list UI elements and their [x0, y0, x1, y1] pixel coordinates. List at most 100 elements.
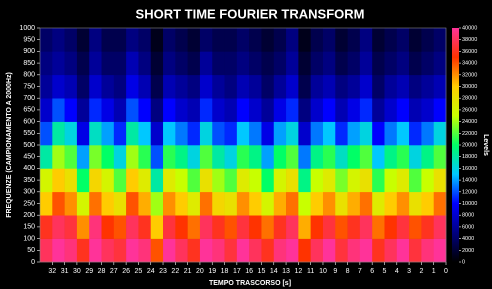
cell — [77, 168, 90, 192]
cell — [188, 168, 201, 192]
y-tick-label: 450 — [23, 154, 35, 161]
cell — [237, 215, 250, 239]
cell — [114, 239, 127, 263]
cell — [274, 215, 287, 239]
cell — [52, 28, 65, 52]
cell — [434, 51, 447, 75]
cell — [421, 239, 434, 263]
cell — [261, 192, 274, 216]
cell — [89, 145, 102, 169]
cell — [114, 75, 127, 99]
x-tick-label: 2 — [419, 268, 423, 275]
x-tick-label: 18 — [221, 268, 229, 275]
cell — [249, 98, 262, 122]
cell — [114, 192, 127, 216]
cell — [114, 145, 127, 169]
cell — [360, 145, 373, 169]
cell — [237, 145, 250, 169]
cell — [163, 98, 176, 122]
cell — [372, 215, 385, 239]
cell — [126, 28, 139, 52]
cell — [434, 239, 447, 263]
colorbar-tick-label: 22000 — [462, 131, 477, 137]
cell — [311, 75, 324, 99]
cell — [188, 192, 201, 216]
cell — [126, 75, 139, 99]
cell — [89, 239, 102, 263]
cell — [77, 28, 90, 52]
colorbar-tick-label: 28000 — [462, 96, 477, 102]
cell — [138, 239, 151, 263]
cell — [409, 168, 422, 192]
colorbar-tick-label: 4000 — [462, 236, 474, 242]
cell — [372, 98, 385, 122]
cell — [311, 192, 324, 216]
cell — [138, 145, 151, 169]
cell — [384, 98, 397, 122]
cell — [298, 239, 311, 263]
x-tick-label: 21 — [184, 268, 192, 275]
x-tick-label: 6 — [370, 268, 374, 275]
cell — [237, 75, 250, 99]
cell — [225, 215, 238, 239]
chart-title: SHORT TIME FOURIER TRANSFORM — [136, 6, 365, 21]
cell — [163, 239, 176, 263]
x-tick-label: 27 — [110, 268, 118, 275]
cell — [237, 239, 250, 263]
cell — [372, 51, 385, 75]
x-tick-label: 32 — [48, 268, 56, 275]
cell — [126, 239, 139, 263]
cell — [138, 98, 151, 122]
cell — [77, 145, 90, 169]
x-tick-label: 23 — [159, 268, 167, 275]
cell — [77, 239, 90, 263]
x-axis-label: TEMPO TRASCORSO [s] — [209, 280, 291, 287]
cell — [360, 168, 373, 192]
cell — [335, 239, 348, 263]
colorbar-tick-label: 20000 — [462, 142, 477, 148]
x-tick-label: 29 — [85, 268, 93, 275]
y-tick-label: 800 — [23, 72, 35, 79]
cell — [335, 75, 348, 99]
cell — [200, 145, 213, 169]
cell — [89, 215, 102, 239]
x-tick-label: 12 — [294, 268, 302, 275]
cell — [249, 192, 262, 216]
cell — [409, 192, 422, 216]
cell — [163, 122, 176, 146]
colorbar-tick-label: 10000 — [462, 201, 477, 207]
y-tick-label: 650 — [23, 107, 35, 114]
y-tick-label: 600 — [23, 118, 35, 125]
cell — [274, 51, 287, 75]
cell — [151, 98, 164, 122]
cell — [151, 215, 164, 239]
cell — [151, 145, 164, 169]
y-tick-label: 900 — [23, 48, 35, 55]
cell — [360, 28, 373, 52]
cell — [360, 239, 373, 263]
cell — [200, 98, 213, 122]
cell — [225, 192, 238, 216]
cell — [372, 168, 385, 192]
cell — [348, 122, 361, 146]
cell — [225, 98, 238, 122]
colorbar-tick-label: 8000 — [462, 213, 474, 219]
cell — [102, 98, 115, 122]
cell — [40, 98, 53, 122]
cell — [40, 215, 53, 239]
cell — [409, 98, 422, 122]
cell — [188, 122, 201, 146]
cell — [52, 145, 65, 169]
cell — [200, 168, 213, 192]
cell — [360, 75, 373, 99]
cell — [151, 239, 164, 263]
cell — [138, 75, 151, 99]
cell — [188, 98, 201, 122]
cell — [114, 98, 127, 122]
chart: SHORT TIME FOURIER TRANSFORM TEMPO TRASC… — [0, 0, 492, 289]
cell — [40, 75, 53, 99]
x-tick-label: 10 — [319, 268, 327, 275]
cell — [261, 98, 274, 122]
colorbar-tick-label: 18000 — [462, 154, 477, 160]
cell — [409, 75, 422, 99]
